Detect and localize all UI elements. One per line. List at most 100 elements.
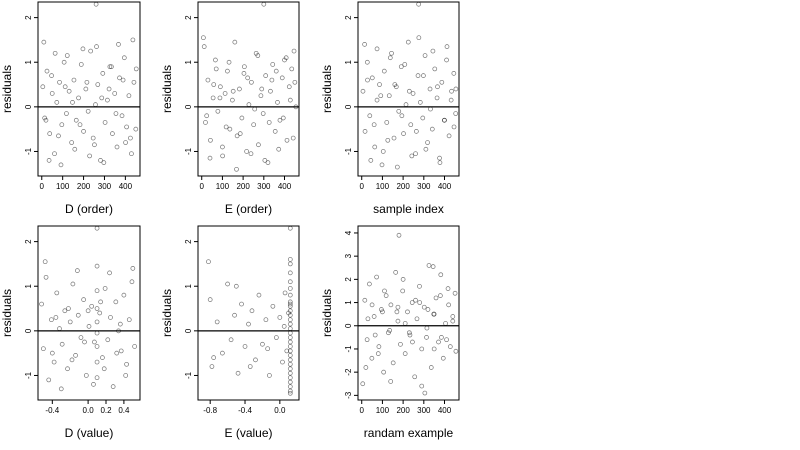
- data-point: [429, 126, 435, 132]
- data-point: [383, 293, 389, 298]
- data-point: [54, 290, 60, 296]
- data-point: [416, 35, 422, 41]
- data-point: [415, 73, 421, 78]
- data-point: [94, 263, 100, 269]
- data-point: [396, 232, 402, 238]
- x-axis-title: D (order): [65, 202, 113, 216]
- data-point: [369, 75, 375, 81]
- data-point: [69, 357, 75, 363]
- data-point: [270, 62, 276, 67]
- y-tick-label: 1: [184, 59, 193, 64]
- plot-frame: [357, 1, 460, 177]
- data-point: [452, 290, 458, 296]
- data-point: [445, 286, 451, 291]
- data-point: [201, 35, 206, 41]
- x-tick-label: 0.0: [83, 406, 95, 415]
- data-point: [42, 115, 48, 121]
- data-point: [367, 113, 373, 119]
- data-point: [82, 339, 87, 345]
- data-point: [131, 79, 137, 85]
- data-point: [450, 318, 456, 324]
- data-point: [282, 290, 288, 296]
- y-tick-label: -2: [344, 368, 353, 376]
- x-tick-label: 200: [77, 182, 91, 191]
- data-point: [425, 307, 431, 312]
- data-point: [453, 111, 459, 116]
- y-tick-label: 0: [24, 104, 33, 109]
- y-tick-label: 1: [24, 283, 33, 288]
- data-point: [237, 131, 243, 136]
- data-point: [409, 300, 415, 305]
- data-point: [99, 95, 105, 101]
- data-point: [287, 384, 293, 389]
- x-tick-label: 300: [417, 182, 431, 191]
- data-point: [51, 359, 57, 365]
- data-point: [72, 146, 78, 152]
- data-point: [70, 100, 75, 105]
- data-point: [287, 335, 293, 340]
- data-point: [78, 335, 84, 340]
- data-points: [39, 225, 137, 392]
- data-point: [267, 373, 272, 378]
- data-point: [102, 286, 108, 291]
- data-point: [381, 369, 387, 375]
- data-point: [49, 91, 55, 96]
- data-point: [85, 308, 91, 314]
- data-point: [80, 46, 86, 52]
- data-point: [218, 84, 223, 90]
- data-point: [287, 388, 293, 394]
- data-point: [286, 84, 292, 90]
- data-point: [427, 86, 433, 92]
- data-point: [89, 303, 95, 309]
- data-point: [49, 350, 55, 356]
- data-point: [217, 95, 223, 101]
- data-point: [444, 57, 449, 63]
- data-points: [360, 232, 459, 396]
- plot-frame: [37, 1, 141, 177]
- data-point: [67, 319, 73, 325]
- data-point: [76, 95, 81, 101]
- data-point: [114, 350, 120, 356]
- data-point: [130, 266, 136, 271]
- data-point: [422, 390, 428, 396]
- data-point: [41, 346, 46, 352]
- data-point: [110, 384, 116, 389]
- data-point: [410, 91, 416, 96]
- data-point: [362, 42, 367, 47]
- data-point: [291, 48, 297, 54]
- y-tick-label: 0: [344, 104, 353, 109]
- data-point: [425, 140, 430, 145]
- data-point: [376, 344, 382, 349]
- data-point: [98, 299, 103, 305]
- data-point: [81, 297, 86, 302]
- data-point: [400, 277, 406, 282]
- data-point: [210, 95, 216, 101]
- data-point: [109, 64, 114, 70]
- data-point: [287, 308, 293, 314]
- y-tick-label: 1: [24, 59, 33, 64]
- data-point: [380, 149, 386, 154]
- data-point: [39, 301, 44, 307]
- data-point: [84, 79, 90, 85]
- data-point: [287, 97, 293, 103]
- data-point: [75, 312, 81, 318]
- data-point: [451, 71, 457, 76]
- data-point: [120, 77, 126, 83]
- data-point: [283, 55, 289, 61]
- data-point: [95, 82, 101, 87]
- data-point: [374, 274, 379, 280]
- data-point: [428, 106, 433, 112]
- data-point: [453, 348, 459, 354]
- data-point: [379, 162, 385, 168]
- x-tick-label: -0.4: [45, 406, 59, 415]
- x-axis-title: E (order): [225, 202, 272, 216]
- y-axis-title: residuals: [320, 289, 334, 337]
- data-point: [78, 62, 84, 67]
- data-point: [390, 360, 396, 366]
- y-tick-label: 1: [344, 59, 353, 64]
- data-point: [277, 315, 283, 320]
- data-point: [444, 337, 449, 343]
- data-point: [439, 335, 444, 340]
- data-point: [398, 64, 404, 70]
- data-point: [440, 355, 446, 361]
